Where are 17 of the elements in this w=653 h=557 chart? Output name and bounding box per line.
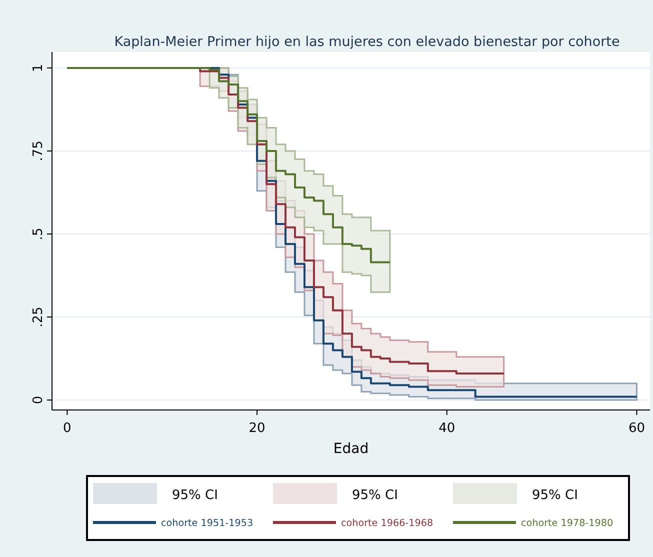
y-tick-label: .5 <box>31 228 46 240</box>
y-tick-label: 0 <box>31 396 46 404</box>
x-axis-title: Edad <box>333 441 369 457</box>
x-tick-label: 0 <box>63 421 72 436</box>
x-tick-label: 20 <box>248 421 266 436</box>
text: cohorte 1951-1953 <box>161 518 254 529</box>
text: cohorte 1978-1980 <box>521 518 614 529</box>
x-tick-label: 40 <box>438 421 456 436</box>
text: 95% CI <box>532 488 578 503</box>
y-tick-label: .25 <box>31 306 46 328</box>
y-tick-label: 1 <box>31 64 46 72</box>
text: cohorte 1966-1968 <box>341 518 434 529</box>
x-tick-label: 60 <box>628 421 645 436</box>
chart-title: Kaplan-Meier Primer hijo en las mujeres con elevado bienestar por cohorte <box>114 34 620 50</box>
y-tick-label: .75 <box>31 140 46 162</box>
text: 95% CI <box>172 488 218 503</box>
text: 95% CI <box>352 488 398 503</box>
